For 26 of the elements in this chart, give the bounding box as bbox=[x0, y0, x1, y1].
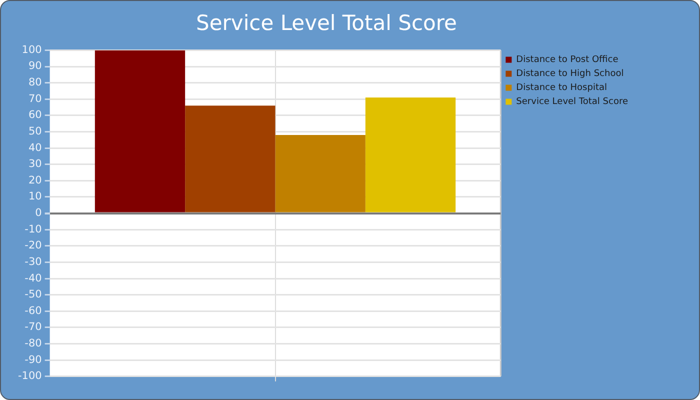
y-tick-label: -70 bbox=[24, 321, 42, 334]
y-tick-label: 20 bbox=[28, 174, 42, 186]
legend-label: Distance to Post Office bbox=[516, 55, 619, 66]
y-tick-label: 40 bbox=[28, 142, 42, 154]
y-tick-label: 80 bbox=[28, 76, 42, 89]
chart-title: Service Level Total Score bbox=[196, 11, 457, 36]
y-tick-label: 0 bbox=[35, 207, 42, 220]
y-tick-label: -80 bbox=[24, 338, 42, 350]
y-tick-label: 60 bbox=[28, 109, 42, 122]
y-tick-label: -50 bbox=[24, 288, 42, 301]
y-tick-label: -100 bbox=[18, 370, 42, 382]
y-tick-label: -40 bbox=[24, 272, 42, 284]
y-tick-label: -10 bbox=[24, 223, 42, 236]
y-tick-label: 70 bbox=[28, 92, 42, 105]
y-tick-label: 10 bbox=[28, 190, 42, 203]
y-tick-label: 90 bbox=[28, 60, 42, 72]
y-tick-label: -30 bbox=[24, 256, 42, 268]
legend-label: Distance to Hospital bbox=[516, 83, 608, 94]
y-tick-label: -20 bbox=[24, 240, 42, 252]
legend-label: Distance to High School bbox=[516, 69, 624, 80]
y-tick-label: 100 bbox=[22, 44, 42, 56]
legend-label: Service Level Total Score bbox=[516, 97, 628, 108]
y-tick-label: -90 bbox=[24, 354, 42, 366]
y-tick-label: 50 bbox=[28, 125, 42, 138]
y-tick-label: -60 bbox=[24, 304, 42, 317]
y-tick-label: 30 bbox=[28, 158, 42, 170]
